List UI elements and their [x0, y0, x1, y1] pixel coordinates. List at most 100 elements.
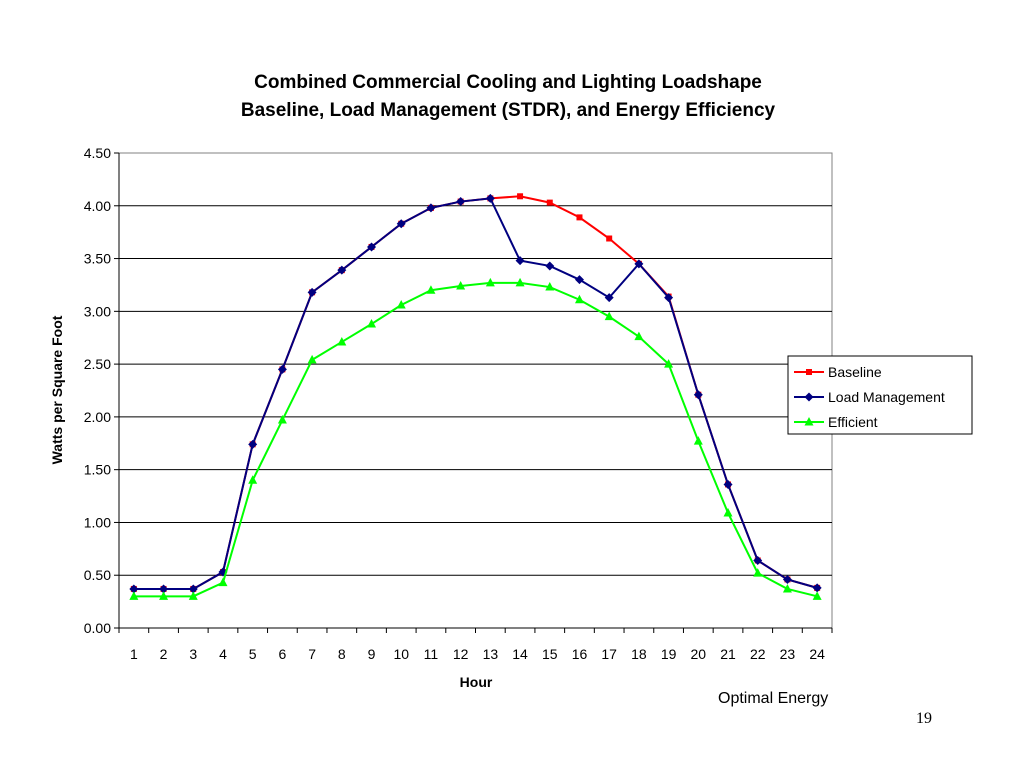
x-tick-label: 20	[691, 646, 707, 662]
x-tick-label: 21	[720, 646, 736, 662]
series-line-efficient	[133, 281, 818, 598]
x-tick-label: 14	[512, 646, 528, 662]
data-point-efficient	[129, 591, 139, 600]
x-tick-label: 7	[308, 646, 316, 662]
data-point-efficient	[574, 294, 584, 304]
data-point-load-management	[604, 293, 614, 303]
x-tick-label: 2	[160, 646, 168, 662]
data-point-load-management	[693, 390, 703, 400]
legend-marker-efficient	[804, 417, 814, 426]
x-tick-label: 22	[750, 646, 766, 662]
legend-label-efficient: Efficient	[828, 414, 878, 430]
x-tick-label: 10	[393, 646, 409, 662]
x-tick-label: 16	[572, 646, 588, 662]
y-tick-label: 0.50	[84, 567, 111, 583]
y-tick-label: 3.00	[84, 303, 111, 319]
data-point-efficient	[604, 311, 614, 321]
data-point-load-management	[634, 259, 644, 269]
x-tick-label: 11	[424, 646, 439, 662]
series-efficient	[129, 277, 822, 600]
data-point-efficient	[277, 415, 287, 424]
y-axis-title: Watts per Square Foot	[49, 315, 65, 464]
data-point-efficient	[485, 277, 495, 287]
data-point-efficient	[782, 583, 792, 593]
x-tick-label: 9	[368, 646, 376, 662]
slide-number: 19	[916, 710, 932, 727]
data-point-baseline	[546, 199, 553, 206]
series	[129, 193, 822, 600]
x-tick-label: 19	[661, 646, 677, 662]
data-point-efficient	[307, 354, 317, 364]
data-point-load-management	[664, 293, 674, 303]
x-tick-label: 6	[278, 646, 286, 662]
data-point-load-management	[782, 574, 792, 584]
data-point-efficient	[188, 591, 198, 600]
footer-brand: Optimal Energy	[718, 690, 829, 707]
data-point-load-management	[129, 584, 139, 594]
data-point-baseline	[606, 235, 613, 242]
data-point-efficient	[545, 282, 555, 291]
x-tick-label: 12	[453, 646, 469, 662]
data-point-load-management	[812, 583, 822, 593]
data-point-efficient	[634, 331, 644, 341]
x-tick-label: 18	[631, 646, 647, 662]
series-line-load-management	[133, 197, 818, 590]
legend-marker-baseline	[806, 369, 812, 375]
data-point-efficient	[367, 319, 377, 328]
x-tick-label: 5	[249, 646, 257, 662]
y-tick-label: 4.50	[84, 145, 111, 161]
data-point-load-management	[396, 219, 406, 229]
data-point-efficient	[159, 591, 169, 600]
data-point-load-management	[574, 275, 584, 285]
data-point-load-management	[307, 287, 317, 297]
x-tick-label: 3	[189, 646, 197, 662]
data-point-load-management	[367, 242, 377, 252]
y-tick-label: 2.50	[84, 356, 111, 372]
data-point-load-management	[485, 193, 495, 203]
data-point-load-management	[753, 555, 763, 565]
x-tick-label: 8	[338, 646, 346, 662]
data-point-load-management	[188, 584, 198, 594]
data-point-load-management	[159, 584, 169, 594]
data-point-load-management	[337, 265, 347, 275]
legend-label-load-management: Load Management	[828, 389, 945, 405]
x-tick-label: 13	[483, 646, 499, 662]
x-tick-label: 17	[601, 646, 617, 662]
chart-title-line-1: Combined Commercial Cooling and Lighting…	[254, 72, 762, 93]
data-point-baseline	[576, 214, 583, 221]
data-point-efficient	[753, 568, 763, 577]
legend: Baseline Load Management Efficient	[787, 355, 973, 435]
data-point-efficient	[248, 475, 258, 484]
plot-area	[118, 152, 833, 629]
chart-title-line-2: Baseline, Load Management (STDR), and En…	[241, 100, 776, 121]
series-load-management	[129, 193, 822, 594]
y-tick-label: 1.00	[84, 514, 111, 530]
data-point-efficient	[812, 591, 822, 600]
data-point-load-management	[248, 439, 258, 449]
x-tick-label: 15	[542, 646, 558, 662]
data-point-load-management	[426, 203, 436, 213]
x-tick-label: 1	[130, 646, 138, 662]
data-point-efficient	[723, 507, 733, 517]
gridlines	[119, 205, 832, 576]
x-tick-label: 23	[780, 646, 796, 662]
y-tick-label: 3.50	[84, 251, 111, 267]
legend-marker-load-management	[804, 392, 814, 402]
x-axis-title: Hour	[460, 674, 493, 690]
data-point-efficient	[426, 285, 436, 294]
data-point-load-management	[545, 261, 555, 271]
y-tick-label: 0.00	[84, 620, 111, 636]
y-tick-label: 2.00	[84, 409, 111, 425]
data-point-baseline	[517, 193, 524, 200]
x-tick-label: 24	[809, 646, 825, 662]
data-point-efficient	[218, 577, 228, 587]
data-point-efficient	[396, 300, 406, 309]
y-tick-label: 4.00	[84, 198, 111, 214]
data-point-efficient	[515, 277, 525, 287]
data-point-load-management	[515, 256, 525, 266]
axes: 0.00 0.50 1.00 1.50 2.00 2.50 3.00 3.50 4.00 4.50…	[84, 145, 833, 662]
data-point-efficient	[693, 436, 703, 445]
data-point-load-management	[456, 197, 466, 207]
legend-label-baseline: Baseline	[828, 364, 882, 380]
